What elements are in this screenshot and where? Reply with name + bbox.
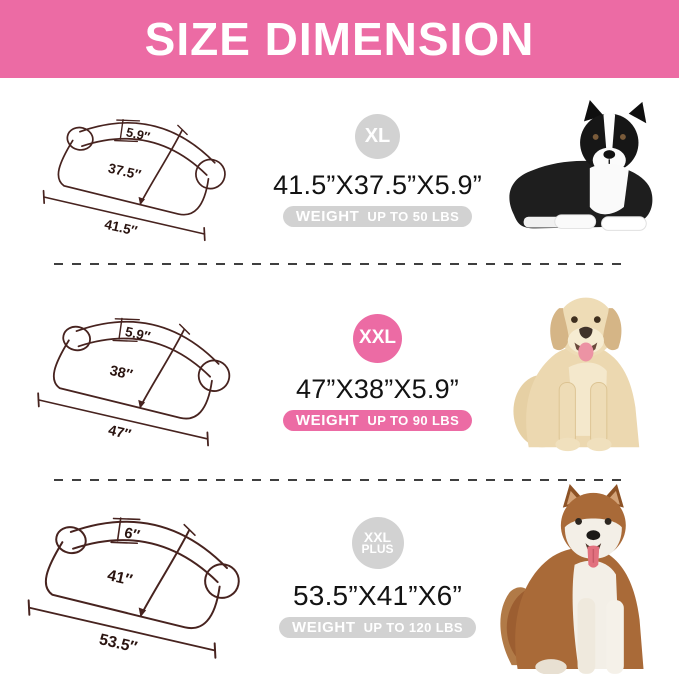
weight-badge: WEIGHT UP TO 90 LBS — [282, 409, 473, 431]
sofa-drawing: 5.9″ 37.5″ 41.5″ — [39, 97, 234, 242]
sofa-diagram-xxl: 5.9″ 38″ 47″ — [0, 289, 268, 456]
page-title: SIZE DIMENSION — [144, 13, 535, 65]
size-row-xl: 5.9″ 37.5″ 41.5″ XL 41.5”X37.5”X5.9” WEI… — [0, 78, 679, 263]
dimensions-text: 41.5”X37.5”X5.9” — [273, 170, 482, 200]
weight-value: UP TO 90 LBS — [367, 412, 460, 428]
labrador-illustration — [513, 297, 640, 452]
weight-label: WEIGHT — [292, 619, 356, 636]
size-badge-sublabel: PLUS — [361, 541, 394, 556]
dimension-label-width: 41.5″ — [103, 216, 139, 238]
size-badge-label: XL — [364, 125, 391, 147]
sofa-diagram-xl: 5.9″ 37.5″ 41.5″ — [0, 92, 268, 250]
weight-label: WEIGHT — [295, 208, 360, 225]
header-banner: SIZE DIMENSION — [0, 0, 679, 78]
border-collie-illustration — [509, 99, 653, 231]
dimension-label-height: 6″ — [123, 525, 142, 544]
dog-photo-labrador — [487, 289, 679, 455]
dashed-separator — [54, 479, 625, 481]
dog-photo-border-collie — [487, 98, 679, 244]
size-row-xxl: 5.9″ 38″ 47″ XXL 47”X38”X5.9” WEIGHT UP … — [0, 265, 679, 479]
size-badge-label: XXL — [359, 326, 396, 348]
dimension-label-width: 53.5″ — [98, 631, 140, 656]
size-badge-xl: XL — [355, 114, 400, 159]
dog-photo-malamute — [487, 482, 679, 674]
weight-badge: WEIGHT UP TO 50 LBS — [282, 206, 473, 227]
weight-label: WEIGHT — [295, 411, 360, 429]
dimensions-text: 53.5”X41”X6” — [293, 580, 462, 611]
dimensions-text: 47”X38”X5.9” — [296, 373, 459, 404]
dimension-label-height: 5.9″ — [124, 124, 151, 144]
dimension-label-depth: 41″ — [106, 567, 135, 589]
sofa-drawing: 6″ 41″ 53.5″ — [24, 493, 250, 661]
size-info-xl: XL 41.5”X37.5”X5.9” WEIGHT UP TO 50 LBS — [268, 114, 487, 227]
size-badge-xxl: XXL — [353, 313, 402, 363]
weight-value: UP TO 50 LBS — [367, 209, 460, 224]
size-row-xxl-plus: 6″ 41″ 53.5″ XXL PLUS 53.5”X41”X6” WEIGH… — [0, 481, 679, 674]
dashed-separator — [54, 263, 625, 265]
weight-value: UP TO 120 LBS — [363, 620, 463, 635]
dimension-label-depth: 38″ — [108, 362, 134, 383]
dimension-label-depth: 37.5″ — [106, 160, 142, 182]
size-badge-xxl-plus: XXL PLUS — [351, 517, 404, 569]
size-info-xxl: XXL 47”X38”X5.9” WEIGHT UP TO 90 LBS — [268, 313, 487, 431]
malamute-illustration — [500, 484, 644, 674]
sofa-drawing: 5.9″ 38″ 47″ — [34, 295, 240, 448]
size-info-xxl-plus: XXL PLUS 53.5”X41”X6” WEIGHT UP TO 120 L… — [268, 517, 487, 638]
dimension-label-height: 5.9″ — [124, 323, 152, 343]
size-badge-label: XXL — [363, 528, 392, 545]
sofa-diagram-xxl-plus: 6″ 41″ 53.5″ — [0, 486, 268, 669]
dimension-label-width: 47″ — [107, 422, 133, 443]
weight-badge: WEIGHT UP TO 120 LBS — [279, 617, 476, 638]
